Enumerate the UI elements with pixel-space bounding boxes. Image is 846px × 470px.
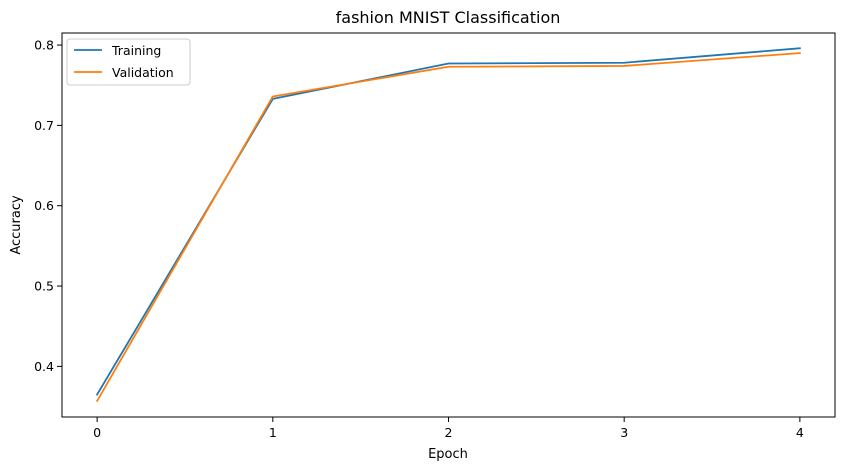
x-tick-label: 1 [269,425,277,440]
legend-label-validation: Validation [112,65,174,80]
y-tick-label: 0.8 [34,38,54,53]
chart-title: fashion MNIST Classification [336,8,561,27]
series-line-training [95,47,801,396]
series-line-validation [95,52,801,403]
x-axis-label: Epoch [428,447,468,462]
series-lines [95,47,801,403]
x-tick-label: 3 [620,425,628,440]
x-tick-label: 0 [93,425,101,440]
x-axis: 0 1 2 3 4 [93,417,804,440]
y-axis: 0.4 0.5 0.6 0.7 0.8 [34,38,62,374]
y-tick-label: 0.6 [34,198,54,213]
x-tick-label: 2 [445,425,453,440]
y-tick-label: 0.4 [34,359,54,374]
legend-label-training: Training [111,43,161,58]
plot-area [61,32,836,418]
legend: Training Validation [66,38,191,86]
y-axis-label: Accuracy [9,195,24,255]
y-tick-label: 0.7 [34,118,54,133]
x-tick-label: 4 [796,425,804,440]
y-tick-label: 0.5 [34,279,54,294]
